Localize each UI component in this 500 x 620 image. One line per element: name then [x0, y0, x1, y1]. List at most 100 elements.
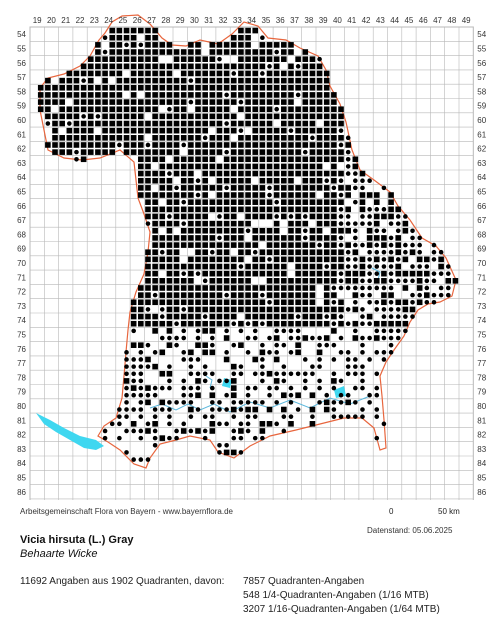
occurrence-square — [216, 127, 223, 134]
occurrence-dot — [252, 435, 258, 441]
occurrence-dot — [360, 321, 365, 327]
occurrence-square — [216, 70, 223, 77]
occurrence-square — [245, 34, 251, 41]
occurrence-square — [230, 449, 237, 456]
occurrence-dot — [145, 307, 151, 312]
occurrence-dot — [181, 335, 187, 341]
occurrence-dot — [167, 421, 172, 427]
occurrence-square — [316, 213, 323, 220]
occurrence-square — [245, 156, 251, 163]
occurrence-dot — [288, 335, 294, 341]
occurrence-square — [195, 63, 201, 70]
occurrence-square — [152, 42, 158, 48]
occurrence-square — [259, 192, 266, 198]
occurrence-square — [223, 285, 230, 291]
occurrence-square — [238, 149, 244, 155]
occurrence-dot — [374, 435, 380, 441]
occurrence-square — [123, 49, 130, 55]
occurrence-dot — [152, 392, 158, 398]
occurrence-dot — [238, 364, 244, 369]
occurrence-square — [288, 135, 294, 141]
occurrence-square — [316, 206, 323, 213]
occurrence-dot — [238, 371, 244, 377]
occurrence-dot — [381, 350, 387, 355]
occurrence-square — [188, 135, 194, 141]
occurrence-square — [166, 342, 173, 348]
occurrence-dot — [260, 35, 265, 41]
occurrence-dot — [360, 221, 365, 226]
occurrence-square — [130, 320, 137, 327]
y-axis-labels-left: 5455565758596061626364656667686970717273… — [17, 30, 26, 497]
occurrence-square — [424, 270, 430, 277]
occurrence-square — [216, 199, 223, 205]
occurrence-square — [331, 278, 337, 284]
occurrence-dot — [245, 392, 251, 398]
occurrence-square — [173, 256, 180, 263]
occurrence-square — [409, 306, 416, 313]
grid-frame — [29, 26, 474, 500]
occurrence-dot — [152, 428, 158, 434]
x-axis-labels-top: 19 20 21 22 23 24 25 26 27 28 29 30 31 32 33 34 35 36 37 38… — [33, 16, 471, 25]
x-tick-label: 38 — [304, 16, 313, 25]
occurrence-square — [288, 306, 294, 313]
occurrence-square — [388, 320, 394, 327]
occurrence-square — [159, 435, 166, 441]
occurrence-square — [273, 92, 280, 98]
occurrence-dot — [217, 235, 222, 241]
occurrence-square — [209, 120, 216, 127]
occurrence-dot — [202, 414, 208, 419]
occurrence-square — [316, 249, 323, 256]
occurrence-square — [331, 177, 337, 184]
occurrence-dot — [345, 414, 351, 419]
occurrence-square — [230, 392, 237, 399]
occurrence-square — [259, 256, 266, 263]
occurrence-square — [130, 149, 137, 155]
occurrence-square — [245, 170, 251, 177]
occurrence-square — [45, 113, 51, 120]
occurrence-square — [195, 84, 201, 91]
occurrence-square — [338, 135, 344, 141]
occurrence-square — [159, 399, 166, 406]
occurrence-square — [359, 256, 366, 263]
occurrence-square — [202, 199, 208, 205]
occurrence-square — [230, 270, 237, 277]
occurrence-dot — [188, 385, 194, 391]
occurrence-square — [223, 299, 230, 306]
occurrence-square — [323, 335, 330, 341]
occurrence-square — [281, 42, 287, 48]
occurrence-square — [166, 199, 173, 205]
occurrence-square — [373, 335, 380, 341]
occurrence-square — [130, 27, 137, 34]
occurrence-dot — [245, 350, 251, 355]
occurrence-dot — [138, 457, 144, 462]
occurrence-square — [166, 285, 173, 291]
occurrence-square — [259, 42, 266, 48]
occurrence-square — [173, 163, 180, 170]
occurrence-square — [295, 70, 301, 77]
occurrence-square — [309, 421, 316, 427]
occurrence-square — [159, 285, 166, 291]
occurrence-square — [302, 299, 309, 306]
occurrence-dot — [267, 185, 272, 191]
occurrence-square — [230, 192, 237, 198]
y-tick-label: 83 — [477, 445, 486, 454]
occurrence-square — [195, 49, 201, 55]
occurrence-dot — [324, 178, 330, 184]
occurrence-dot — [138, 407, 144, 412]
occurrence-dot — [245, 228, 251, 234]
occurrence-square — [216, 206, 223, 213]
occurrence-square — [188, 227, 194, 234]
occurrence-dot — [288, 328, 294, 334]
occurrence-square — [145, 42, 151, 48]
occurrence-dot — [403, 249, 408, 255]
occurrence-square — [245, 49, 251, 55]
occurrence-dot — [245, 335, 251, 341]
occurrence-square — [73, 106, 80, 113]
occurrence-square — [273, 163, 280, 170]
occurrence-square — [238, 199, 244, 205]
occurrence-square — [188, 256, 194, 263]
occurrence-square — [381, 278, 387, 284]
occurrence-dot — [145, 392, 151, 398]
occurrence-square — [223, 313, 230, 320]
occurrence-dot — [317, 400, 322, 405]
